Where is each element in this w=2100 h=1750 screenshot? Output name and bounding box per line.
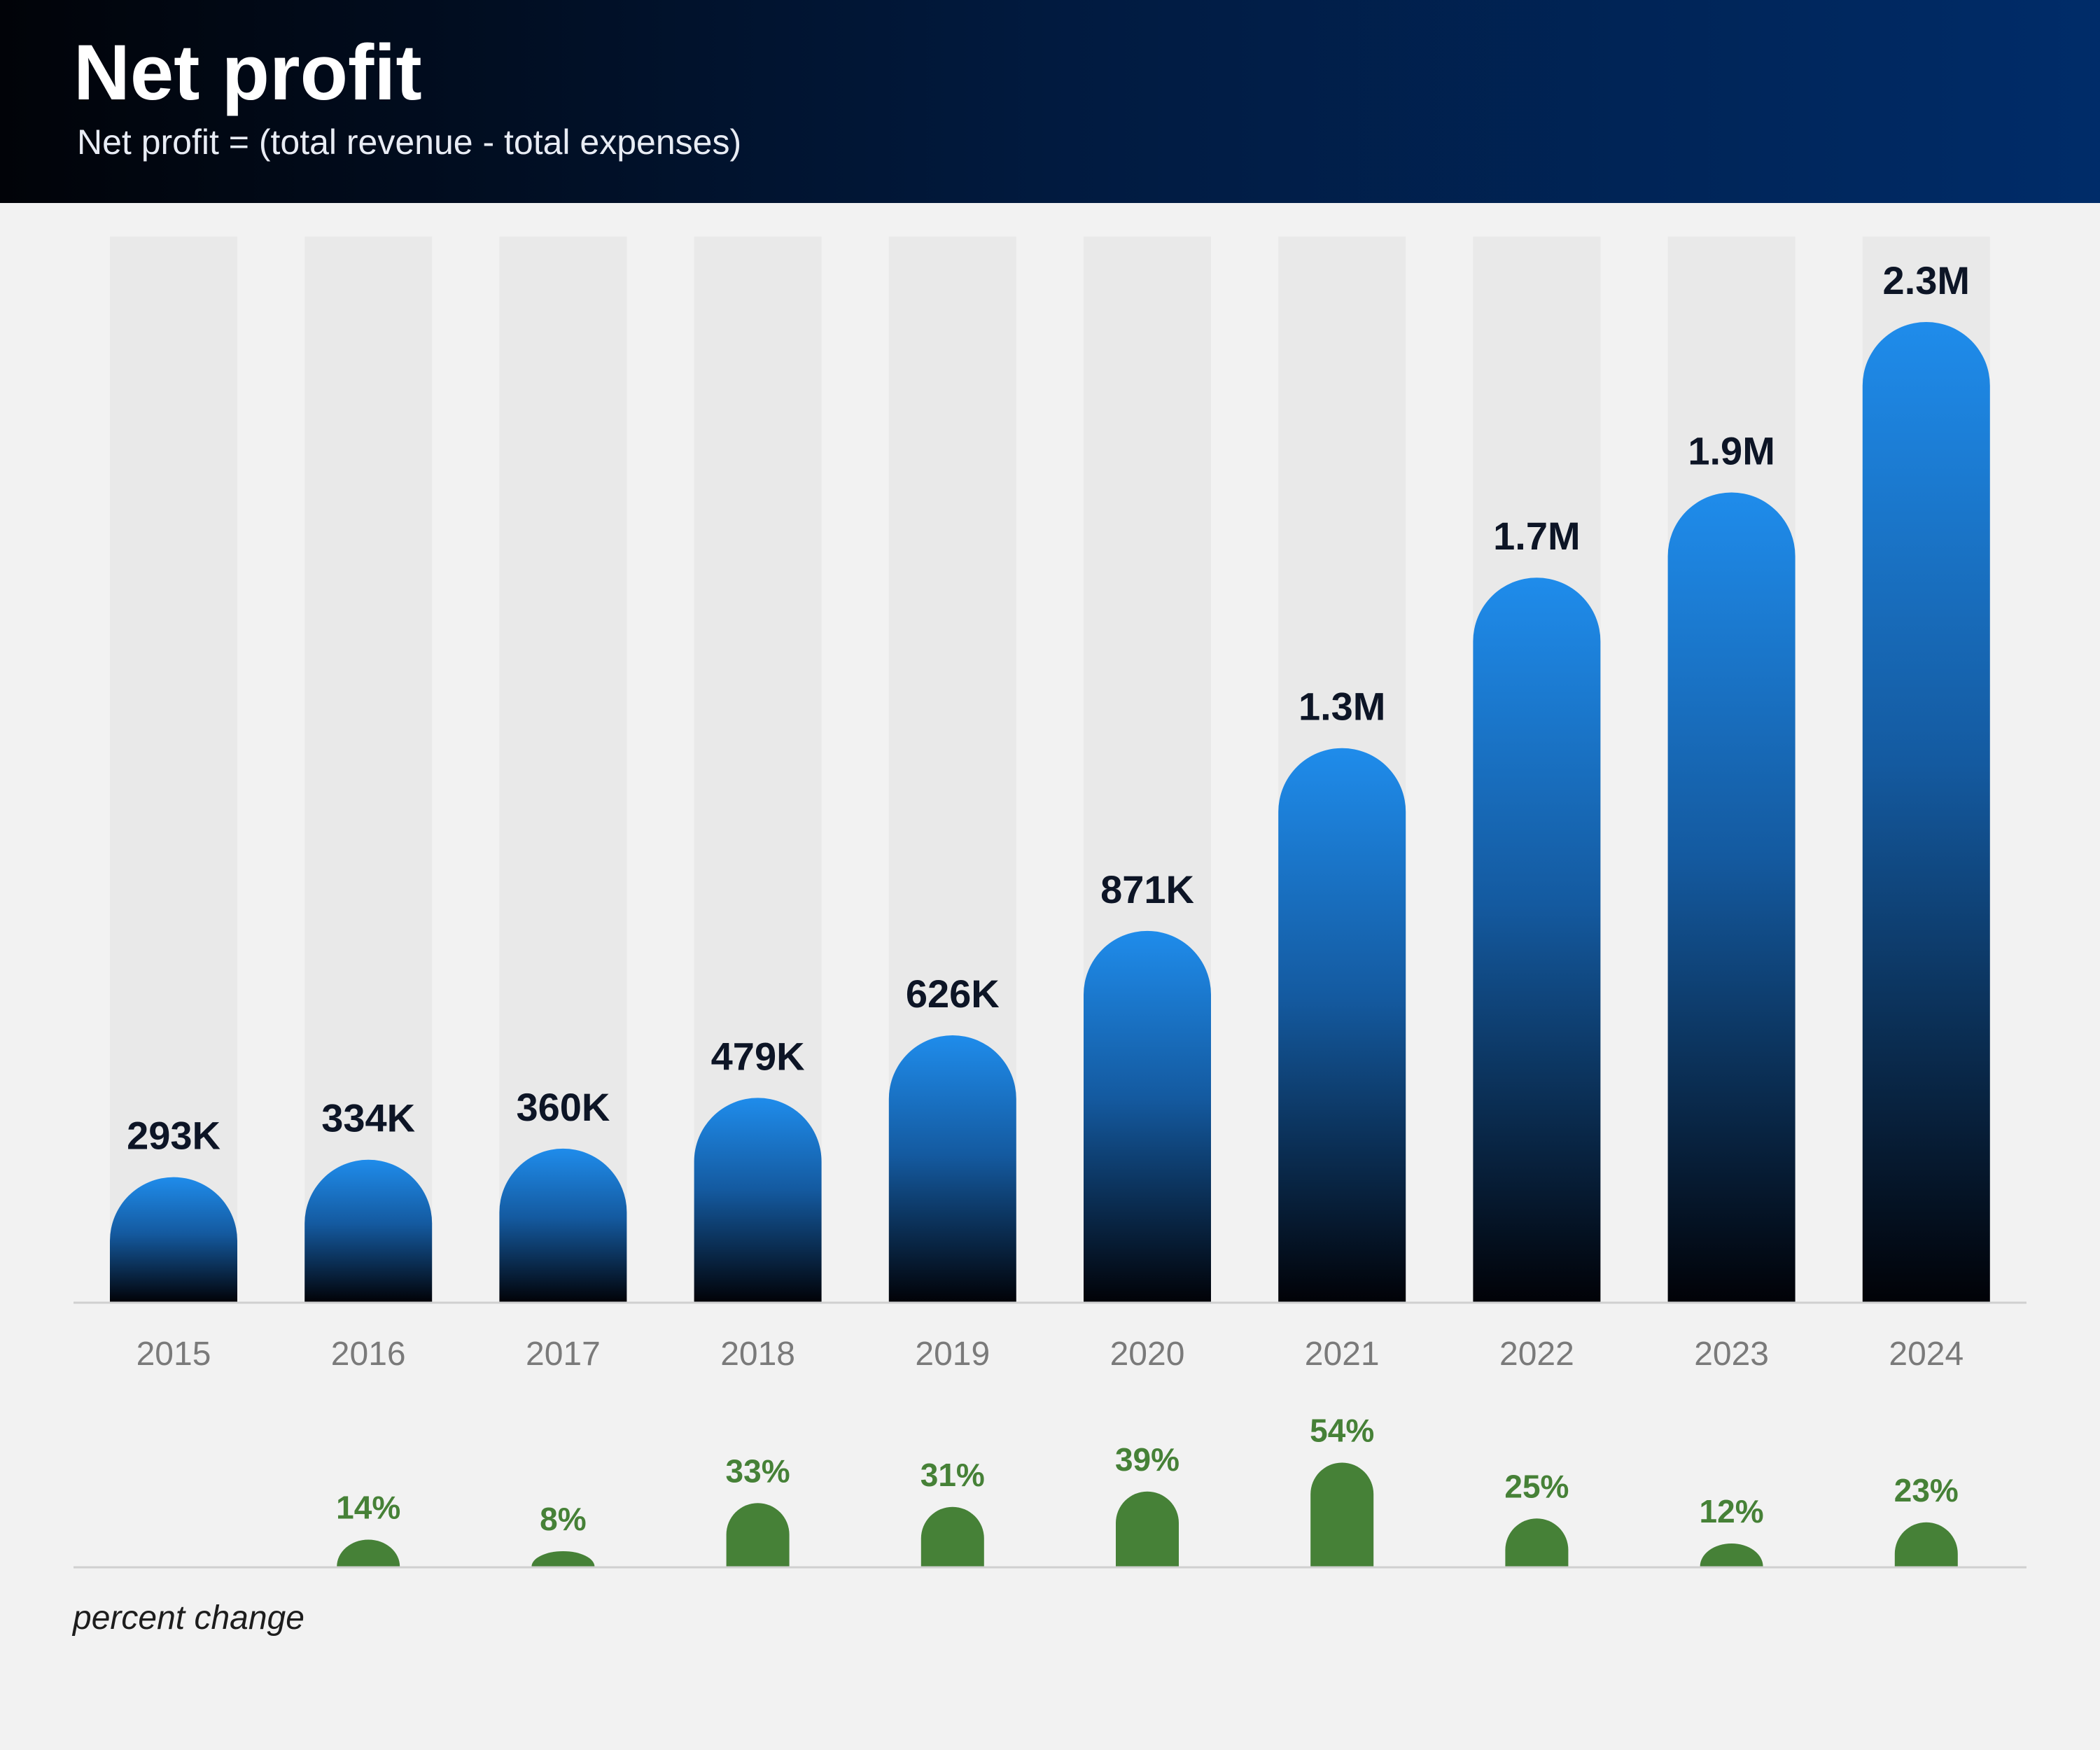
change-label-2018: 33% xyxy=(726,1452,790,1489)
change-label-2021: 54% xyxy=(1310,1413,1374,1449)
bar-track-2015 xyxy=(110,237,237,1302)
year-label-2021: 2021 xyxy=(1305,1336,1380,1373)
change-bar-2017 xyxy=(531,1551,595,1567)
change-bars xyxy=(337,1462,1958,1567)
percent-change-note: percent change xyxy=(73,1600,304,1637)
change-bar-2023 xyxy=(1700,1544,1763,1567)
profit-bar-2019 xyxy=(888,1035,1016,1302)
bar-track-2017 xyxy=(499,237,627,1302)
change-label-2022: 25% xyxy=(1504,1468,1569,1504)
year-label-2016: 2016 xyxy=(331,1336,406,1373)
profit-value-label-2020: 871K xyxy=(1100,867,1194,911)
profit-value-label-2018: 479K xyxy=(711,1034,805,1078)
profit-bar-2017 xyxy=(499,1148,627,1302)
year-labels: 2015 2016 2017 2018 2019 2020 2021 2022 2023 2024 xyxy=(136,1336,1964,1373)
profit-value-label-2016: 334K xyxy=(321,1096,415,1140)
profit-bar-2018 xyxy=(694,1098,822,1302)
year-label-2020: 2020 xyxy=(1110,1336,1185,1373)
profit-bar-2023 xyxy=(1667,492,1795,1302)
change-bar-2024 xyxy=(1894,1522,1958,1567)
profit-value-label-2015: 293K xyxy=(127,1114,220,1158)
change-label-2019: 31% xyxy=(920,1457,985,1493)
year-label-2023: 2023 xyxy=(1694,1336,1769,1373)
header-banner: Net profit Net profit = (total revenue -… xyxy=(0,0,2100,203)
profit-bars xyxy=(110,322,1990,1302)
year-label-2017: 2017 xyxy=(526,1336,601,1373)
year-label-2024: 2024 xyxy=(1889,1336,1963,1373)
profit-value-label-2023: 1.9M xyxy=(1688,428,1775,472)
year-label-2022: 2022 xyxy=(1499,1336,1574,1373)
profit-bar-2024 xyxy=(1862,322,1990,1302)
change-label-2020: 39% xyxy=(1115,1441,1180,1478)
profit-value-label-2019: 626K xyxy=(906,972,1000,1016)
change-bar-2019 xyxy=(920,1506,984,1567)
change-bar-2021 xyxy=(1310,1462,1374,1567)
change-label-2017: 8% xyxy=(540,1501,586,1537)
change-bar-2018 xyxy=(726,1503,790,1567)
year-label-2015: 2015 xyxy=(136,1336,211,1373)
profit-bar-2015 xyxy=(110,1177,237,1302)
profit-bar-2016 xyxy=(304,1159,433,1302)
year-label-2019: 2019 xyxy=(915,1336,990,1373)
change-bar-2020 xyxy=(1116,1491,1179,1567)
change-bar-2016 xyxy=(337,1539,400,1567)
change-label-2024: 23% xyxy=(1894,1472,1959,1508)
bar-track-2016 xyxy=(304,237,433,1302)
profit-value-label-2024: 2.3M xyxy=(1883,258,1970,302)
profit-value-label-2021: 1.3M xyxy=(1298,685,1386,729)
change-labels: 14% 8% 33% 31% 39% 54% 25% 12% 23% xyxy=(336,1413,1959,1538)
change-label-2016: 14% xyxy=(336,1490,400,1526)
chart-title: Net profit xyxy=(74,29,422,116)
chart-subtitle: Net profit = (total revenue - total expe… xyxy=(77,122,742,162)
change-bar-2022 xyxy=(1505,1518,1569,1567)
profit-bar-2022 xyxy=(1473,578,1601,1302)
profit-value-labels: 293K 334K 360K 479K 626K 871K 1.3M 1.7M 1.9M 2.3M xyxy=(127,258,1970,1158)
profit-value-label-2017: 360K xyxy=(516,1085,610,1129)
change-label-2023: 12% xyxy=(1700,1493,1764,1530)
profit-value-label-2022: 1.7M xyxy=(1493,514,1581,558)
year-label-2018: 2018 xyxy=(720,1336,795,1373)
profit-bar-2021 xyxy=(1278,748,1406,1302)
profit-bar-2020 xyxy=(1084,930,1211,1302)
